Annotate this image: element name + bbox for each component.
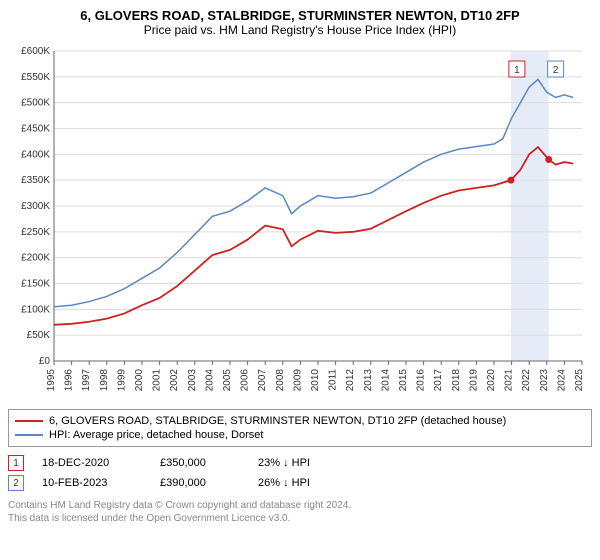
x-tick-label: 2009: [292, 369, 303, 392]
legend-label: HPI: Average price, detached house, Dors…: [49, 429, 263, 441]
sale-delta: 26% ↓ HPI: [258, 477, 310, 489]
x-tick-label: 2014: [380, 369, 391, 392]
x-tick-label: 2020: [486, 369, 497, 392]
footer-attribution: Contains HM Land Registry data © Crown c…: [8, 499, 592, 525]
y-tick-label: £100K: [21, 304, 50, 315]
x-tick-label: 2023: [539, 369, 550, 392]
y-tick-label: £450K: [21, 124, 50, 135]
y-tick-label: £600K: [21, 46, 50, 57]
y-tick-label: £50K: [27, 330, 51, 341]
sale-dot: [507, 177, 514, 184]
sale-dot: [545, 156, 552, 163]
x-tick-label: 2005: [222, 369, 233, 392]
chart-subtitle: Price paid vs. HM Land Registry's House …: [8, 23, 592, 37]
x-tick-label: 1998: [99, 369, 110, 392]
sale-row: 2 10-FEB-2023 £390,000 26% ↓ HPI: [8, 473, 592, 493]
x-tick-label: 2010: [310, 369, 321, 392]
line-chart: £0 £50K £100K £150K £200K £250K £300K £350K £400…: [8, 43, 592, 403]
sale-price: £390,000: [160, 477, 240, 489]
x-tick-label: 2018: [451, 369, 462, 392]
x-tick-label: 2006: [240, 369, 251, 392]
legend-swatch: [15, 420, 43, 422]
y-tick-label: £350K: [21, 175, 50, 186]
x-tick-label: 1997: [81, 369, 92, 392]
chart-title: 6, GLOVERS ROAD, STALBRIDGE, STURMINSTER…: [8, 8, 592, 23]
legend-row: HPI: Average price, detached house, Dors…: [15, 428, 585, 442]
sale-date: 10-FEB-2023: [42, 477, 142, 489]
x-tick-label: 2004: [204, 369, 215, 392]
chart-container: £0 £50K £100K £150K £200K £250K £300K £350K £400…: [8, 43, 592, 403]
series-hpi: [54, 79, 573, 306]
y-tick-label: £550K: [21, 72, 50, 83]
sale-delta: 23% ↓ HPI: [258, 457, 310, 469]
badge-marker-label: 2: [553, 65, 559, 76]
legend: 6, GLOVERS ROAD, STALBRIDGE, STURMINSTER…: [8, 409, 592, 447]
sale-markers-table: 1 18-DEC-2020 £350,000 23% ↓ HPI 2 10-FEB-202…: [8, 453, 592, 493]
x-tick-label: 1995: [46, 369, 57, 392]
x-tick-label: 2022: [521, 369, 532, 392]
footer-line-2: This data is licensed under the Open Gov…: [8, 512, 592, 525]
x-tick-label: 2011: [328, 369, 339, 391]
x-tick-label: 2012: [345, 369, 356, 392]
legend-label: 6, GLOVERS ROAD, STALBRIDGE, STURMINSTER…: [49, 415, 506, 427]
legend-swatch: [15, 434, 43, 436]
x-tick-label: 2019: [468, 369, 479, 392]
x-tick-label: 2002: [169, 369, 180, 392]
x-tick-label: 2017: [433, 369, 444, 392]
y-tick-label: £150K: [21, 279, 50, 290]
x-tick-label: 2025: [574, 369, 585, 392]
x-tick-label: 2008: [275, 369, 286, 392]
y-tick-label: £0: [39, 356, 51, 367]
x-tick-label: 2021: [504, 369, 515, 392]
sale-price: £350,000: [160, 457, 240, 469]
x-tick-label: 2013: [363, 369, 374, 392]
x-tick-label: 2024: [556, 369, 567, 392]
y-tick-label: £200K: [21, 253, 50, 264]
y-tick-label: £300K: [21, 201, 50, 212]
legend-row: 6, GLOVERS ROAD, STALBRIDGE, STURMINSTER…: [15, 414, 585, 428]
x-tick-label: 2007: [257, 369, 268, 392]
footer-line-1: Contains HM Land Registry data © Crown c…: [8, 499, 592, 512]
x-tick-label: 1996: [64, 369, 75, 392]
sale-badge: 2: [8, 475, 24, 491]
sale-badge: 1: [8, 455, 24, 471]
sale-date: 18-DEC-2020: [42, 457, 142, 469]
x-tick-label: 2000: [134, 369, 145, 392]
y-tick-label: £250K: [21, 227, 50, 238]
x-tick-label: 2016: [416, 369, 427, 392]
series-price-paid: [54, 147, 573, 325]
x-tick-label: 2015: [398, 369, 409, 392]
x-tick-label: 1999: [116, 369, 127, 392]
y-tick-label: £500K: [21, 98, 50, 109]
badge-marker-label: 1: [514, 65, 520, 76]
x-tick-label: 2003: [187, 369, 198, 392]
x-tick-label: 2001: [152, 369, 163, 392]
sale-row: 1 18-DEC-2020 £350,000 23% ↓ HPI: [8, 453, 592, 473]
y-tick-label: £400K: [21, 149, 50, 160]
